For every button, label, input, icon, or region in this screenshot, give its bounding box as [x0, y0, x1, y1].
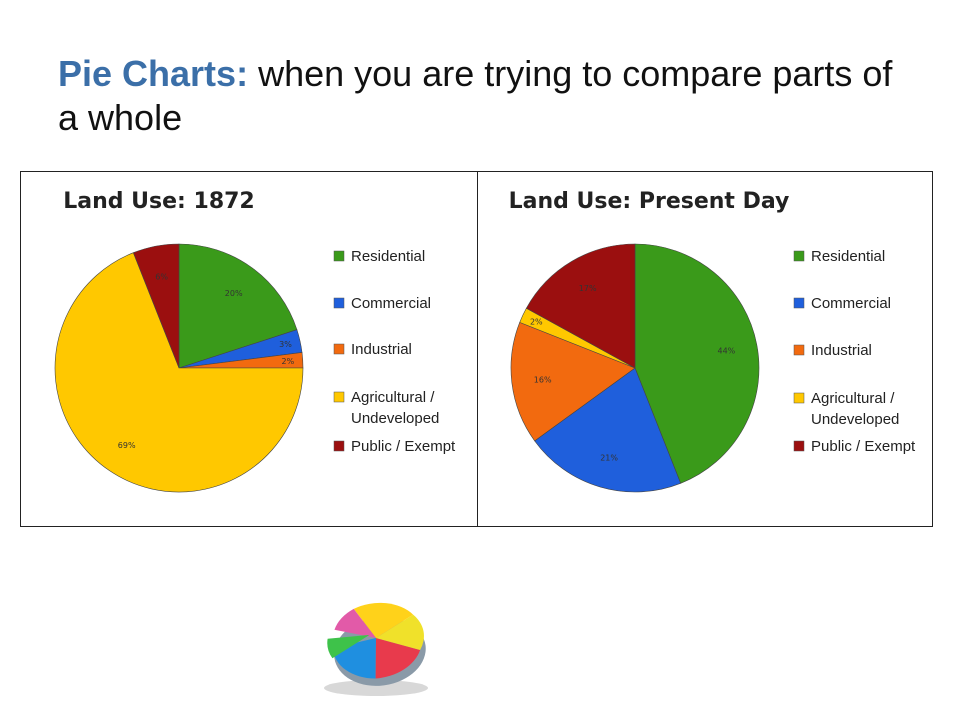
chart-title: Land Use: 1872 — [63, 189, 255, 214]
legend-swatch-commercial — [793, 297, 805, 309]
pie-value-label-commercial: 21% — [600, 453, 618, 462]
legend-swatch-residential — [333, 250, 345, 262]
legend-swatch-public-exempt — [333, 440, 345, 452]
legend-label-industrial: Industrial — [811, 342, 872, 359]
legend-swatch-industrial — [793, 344, 805, 356]
pie-value-label-industrial: 16% — [534, 376, 552, 385]
legend-swatch-agricultural-undeveloped — [793, 392, 805, 404]
legend-swatch-agricultural-undeveloped — [333, 391, 345, 403]
legend-swatch-industrial — [333, 343, 345, 355]
legend-label-commercial: Commercial — [351, 295, 431, 312]
pie-slice-residential — [178, 243, 298, 369]
pie-value-label-industrial: 2% — [282, 357, 295, 366]
slide-title-lead: Pie Charts: — [58, 53, 249, 94]
pie-slice-agricultural-undeveloped — [54, 252, 304, 493]
legend-label-public-exempt: Public / Exempt — [811, 438, 916, 455]
pie-value-label-public-exempt: 6% — [155, 273, 168, 282]
pie-chart-1: Land Use: 1872 20% 3% 2% 69% 6% Residential Com… — [54, 189, 456, 493]
pie-slice-commercial — [534, 367, 682, 493]
charts-frame: Land Use: 1872 20% 3% 2% 69% 6% Residential Com… — [20, 171, 933, 527]
slide-title-rest: when you are trying to compare parts of … — [58, 53, 893, 138]
legend-swatch-commercial — [333, 297, 345, 309]
legend-label-agricultural-undeveloped: Agricultural / Undeveloped — [351, 389, 439, 427]
pie-slice-public-exempt — [132, 243, 180, 369]
legend-label-residential: Residential — [811, 248, 885, 265]
legend-label-public-exempt: Public / Exempt — [351, 438, 456, 455]
legend-label-industrial: Industrial — [351, 341, 412, 358]
pie-value-label-public-exempt: 17% — [579, 284, 597, 293]
charts-canvas: Land Use: 1872 20% 3% 2% 69% 6% Residential Com… — [54, 189, 916, 493]
legend-label-agricultural-undeveloped: Agricultural / Undeveloped — [811, 390, 899, 428]
pie-slice-residential — [634, 243, 760, 484]
pie-slice-industrial — [510, 321, 636, 442]
legend-swatch-residential — [793, 250, 805, 262]
legend-swatch-public-exempt — [793, 440, 805, 452]
pie-slice-public-exempt — [525, 243, 636, 369]
pie-value-label-agricultural-undeveloped: 69% — [118, 441, 136, 450]
pie-value-label-agricultural-undeveloped: 2% — [530, 318, 543, 327]
pie-value-label-residential: 20% — [225, 289, 243, 298]
slide-title: Pie Charts: when you are trying to compa… — [58, 52, 918, 140]
pie-chart-2: Land Use: Present Day 44% 21% 16% 2% 17% Resid… — [509, 189, 916, 493]
pie-value-label-commercial: 3% — [279, 340, 292, 349]
legend-label-residential: Residential — [351, 248, 425, 265]
pie-value-label-residential: 44% — [718, 347, 736, 356]
chart-title: Land Use: Present Day — [509, 189, 790, 214]
charts-divider — [477, 172, 478, 526]
legend-label-commercial: Commercial — [811, 295, 891, 312]
3d-pie-chart-icon — [324, 602, 428, 696]
